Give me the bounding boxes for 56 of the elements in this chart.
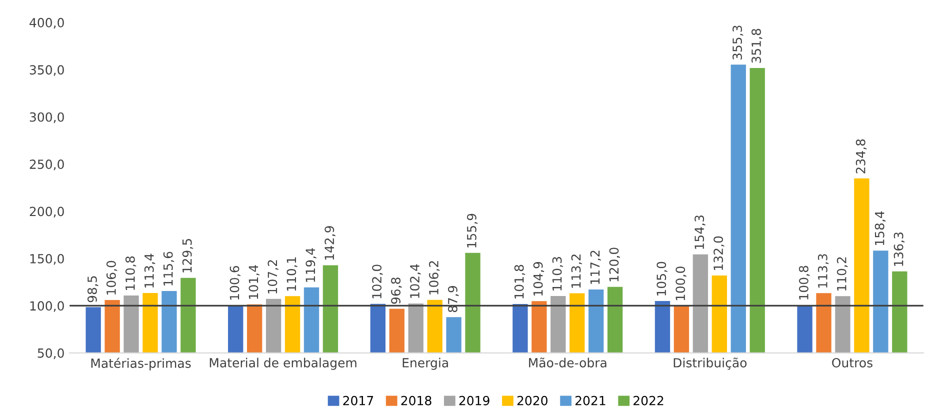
data-label: 113,3 [818,254,829,288]
data-label: 104,9 [533,262,544,296]
y-tick-label: 150,0 [30,254,64,265]
data-label: 100,8 [798,266,810,300]
data-label: 110,3 [552,257,564,290]
y-tick-label: 300,0 [30,112,64,124]
data-label: 115,6 [163,252,174,286]
legend-label: 2022 [634,396,664,406]
y-tick-label: 100,0 [30,301,64,312]
x-tick-label: Material de embalagem [210,358,356,370]
legend-label: 2019 [459,396,490,406]
data-label: 351,8 [752,28,762,63]
data-label: 96,8 [391,278,402,304]
data-label: 100,6 [230,266,241,300]
legend-label: 2017 [343,396,374,406]
data-label: 119,4 [306,248,316,282]
legend-label: 2020 [517,396,548,406]
data-label: 142,9 [324,226,336,260]
data-label: 110,1 [286,257,298,291]
data-label: 110,2 [836,257,848,291]
data-label: 101,4 [248,265,260,299]
data-label: 136,3 [894,232,905,266]
data-label: 102,0 [372,264,383,298]
data-label: 98,5 [87,276,98,302]
y-tick-label: 200,0 [30,206,64,218]
x-tick-label: Energia [402,358,448,370]
data-label: 106,0 [106,260,118,295]
x-tick-label: Outros [832,358,872,368]
y-tick-label: 350,0 [30,65,64,76]
data-label: 113,2 [571,254,582,288]
data-label: 155,9 [466,214,478,248]
y-tick-label: 250,0 [30,160,64,170]
data-label: 234,8 [856,139,867,174]
data-label: 102,4 [410,264,421,298]
data-label: 101,8 [514,264,526,298]
y-tick-label: 400,0 [30,18,64,29]
data-label: 132,0 [714,236,724,270]
data-label: 106,2 [428,261,440,294]
y-tick-label: 50,0 [38,348,64,360]
x-tick-label: Matérias-primas [91,358,191,370]
data-label: 107,2 [268,260,278,294]
data-label: 355,3 [732,26,744,60]
data-label: 117,2 [590,250,601,284]
data-label: 154,3 [694,215,706,249]
data-label: 100,0 [676,266,686,300]
data-label: 113,4 [144,254,156,288]
data-label: 110,8 [125,256,136,290]
data-label: 105,0 [656,262,668,296]
data-label: 87,9 [448,286,459,312]
legend-label: 2021 [575,396,606,406]
legend-label: 2018 [401,396,432,406]
data-label: 120,0 [609,248,620,282]
x-tick-label: Distribuição [674,358,747,370]
x-tick-label: Mão-de-obra [529,358,606,368]
data-label: 158,4 [874,211,886,246]
data-label: 129,5 [182,238,194,272]
